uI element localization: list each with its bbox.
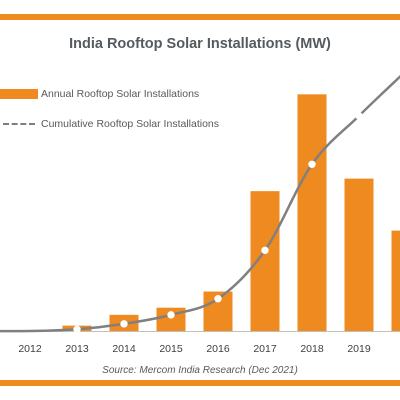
bar-2017 — [250, 191, 280, 331]
cumulative-point-2017 — [261, 246, 269, 255]
x-tick-label-2017: 2017 — [253, 343, 277, 355]
legend-item-annual: Annual Rooftop Solar Installations — [0, 87, 199, 101]
x-tick-label-2018: 2018 — [300, 343, 324, 355]
legend-label-annual: Annual Rooftop Solar Installations — [41, 88, 200, 100]
x-tick-label-2019: 2019 — [347, 343, 371, 355]
cumulative-point-2016 — [214, 295, 222, 303]
x-tick-label-2013: 2013 — [65, 343, 89, 355]
x-tick-label-2016: 2016 — [206, 343, 230, 355]
legend-line-swatch — [0, 119, 38, 129]
x-tick-label-2014: 2014 — [112, 343, 136, 355]
bottom-border-bar — [0, 380, 400, 386]
cumulative-point-2018 — [308, 160, 316, 168]
legend-label-cumulative: Cumulative Rooftop Solar Installations — [41, 118, 220, 130]
bar-2018 — [297, 94, 327, 331]
bar-2019 — [344, 178, 374, 331]
chart-source-note: Source: Mercom India Research (Dec 2021) — [102, 365, 298, 376]
x-tick-label-2015: 2015 — [159, 343, 183, 355]
cumulative-point-2014 — [120, 320, 128, 328]
cumulative-line — [0, 74, 400, 333]
x-tick-label-2012: 2012 — [18, 343, 42, 355]
cumulative-point-2015 — [167, 311, 175, 319]
chart-title: India Rooftop Solar Installations (MW) — [69, 36, 331, 52]
legend-item-cumulative: Cumulative Rooftop Solar Installations — [0, 117, 219, 131]
cumulative-point-2013 — [73, 325, 81, 333]
cumulative-point-2019 — [355, 112, 363, 120]
bar-2020 — [391, 230, 400, 331]
legend-bar-swatch — [0, 89, 38, 99]
top-border-bar — [0, 14, 400, 20]
